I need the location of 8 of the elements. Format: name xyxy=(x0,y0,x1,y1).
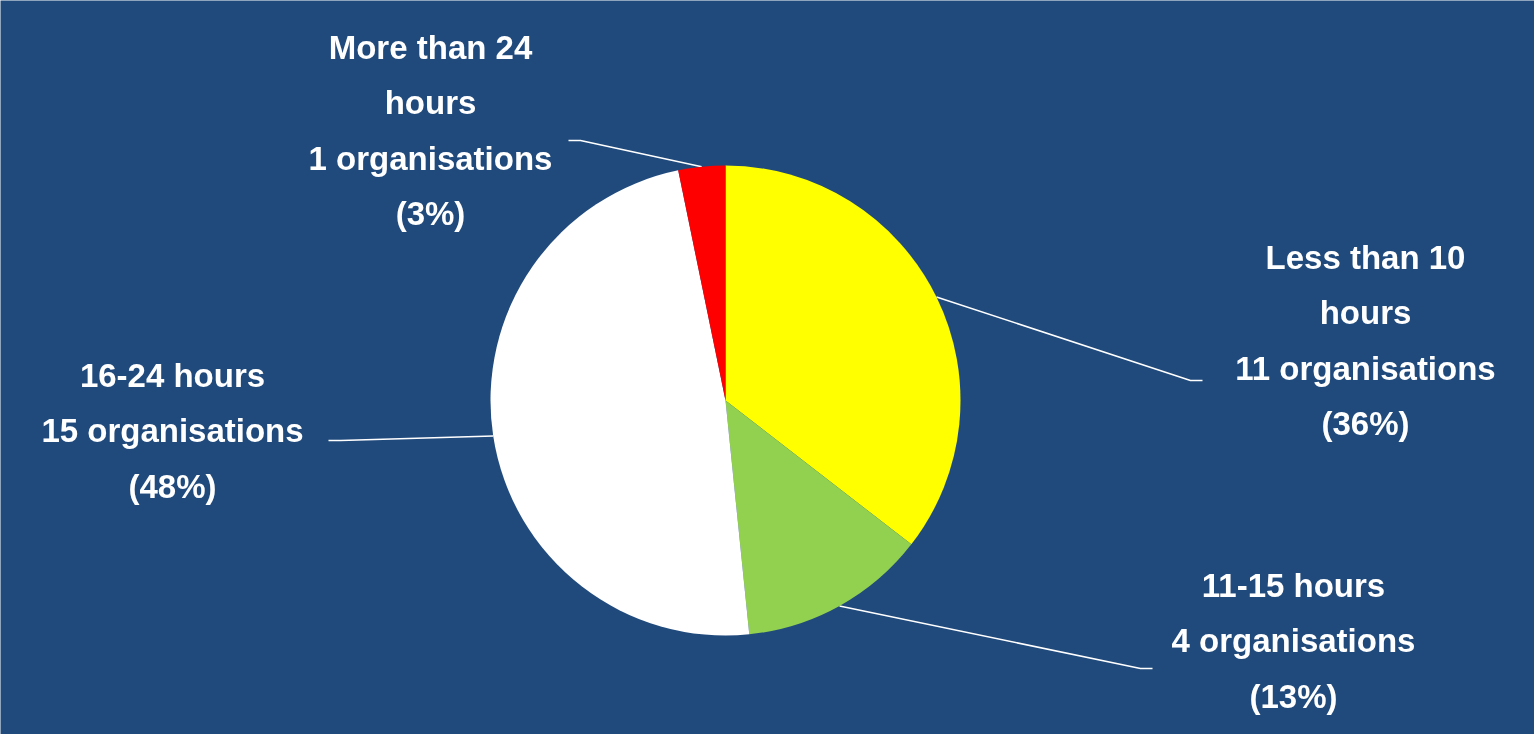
slice-label: More than 24 hours xyxy=(328,28,533,122)
data-label: 1 organisations (3%) xyxy=(308,139,553,233)
data-label: 11 organisations (36%) xyxy=(1235,349,1496,443)
data-label: 4 organisations (13%) xyxy=(1171,622,1416,715)
slice-label: 16-24 hours xyxy=(79,356,266,394)
data-label: 15 organisations (48%) xyxy=(41,412,304,505)
slice-label: Less than 10 hours xyxy=(1265,238,1466,332)
slice-label: 11-15 hours xyxy=(1201,566,1386,604)
